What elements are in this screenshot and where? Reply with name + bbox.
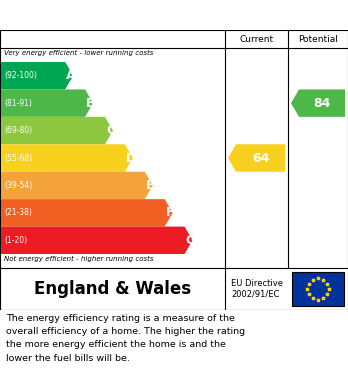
Text: Not energy efficient - higher running costs: Not energy efficient - higher running co… [4, 256, 153, 262]
Text: (39-54): (39-54) [4, 181, 32, 190]
Polygon shape [228, 144, 285, 172]
Polygon shape [1, 226, 192, 254]
Text: 64: 64 [252, 151, 269, 165]
Text: (69-80): (69-80) [4, 126, 32, 135]
Text: 84: 84 [313, 97, 331, 109]
Text: Energy Efficiency Rating: Energy Efficiency Rating [69, 7, 279, 23]
Polygon shape [1, 144, 133, 172]
Polygon shape [1, 117, 113, 144]
Text: D: D [126, 151, 136, 165]
Text: (81-91): (81-91) [4, 99, 32, 108]
Text: (21-38): (21-38) [4, 208, 32, 217]
Polygon shape [1, 90, 93, 117]
Polygon shape [1, 62, 73, 90]
Polygon shape [1, 199, 173, 226]
Text: B: B [86, 97, 96, 109]
Text: Potential: Potential [298, 34, 338, 43]
Polygon shape [291, 90, 345, 117]
Text: C: C [106, 124, 115, 137]
Text: F: F [166, 206, 174, 219]
Text: Current: Current [239, 34, 274, 43]
Text: G: G [185, 234, 196, 247]
Text: The energy efficiency rating is a measure of the
overall efficiency of a home. T: The energy efficiency rating is a measur… [6, 314, 245, 362]
Text: E: E [146, 179, 154, 192]
Text: Very energy efficient - lower running costs: Very energy efficient - lower running co… [4, 50, 153, 56]
Bar [292, 272, 344, 306]
Text: A: A [66, 69, 76, 82]
Text: (1-20): (1-20) [4, 236, 27, 245]
Text: England & Wales: England & Wales [34, 280, 191, 298]
Text: (92-100): (92-100) [4, 71, 37, 80]
Polygon shape [1, 172, 153, 199]
Text: (55-68): (55-68) [4, 154, 32, 163]
Text: EU Directive
2002/91/EC: EU Directive 2002/91/EC [231, 279, 283, 299]
